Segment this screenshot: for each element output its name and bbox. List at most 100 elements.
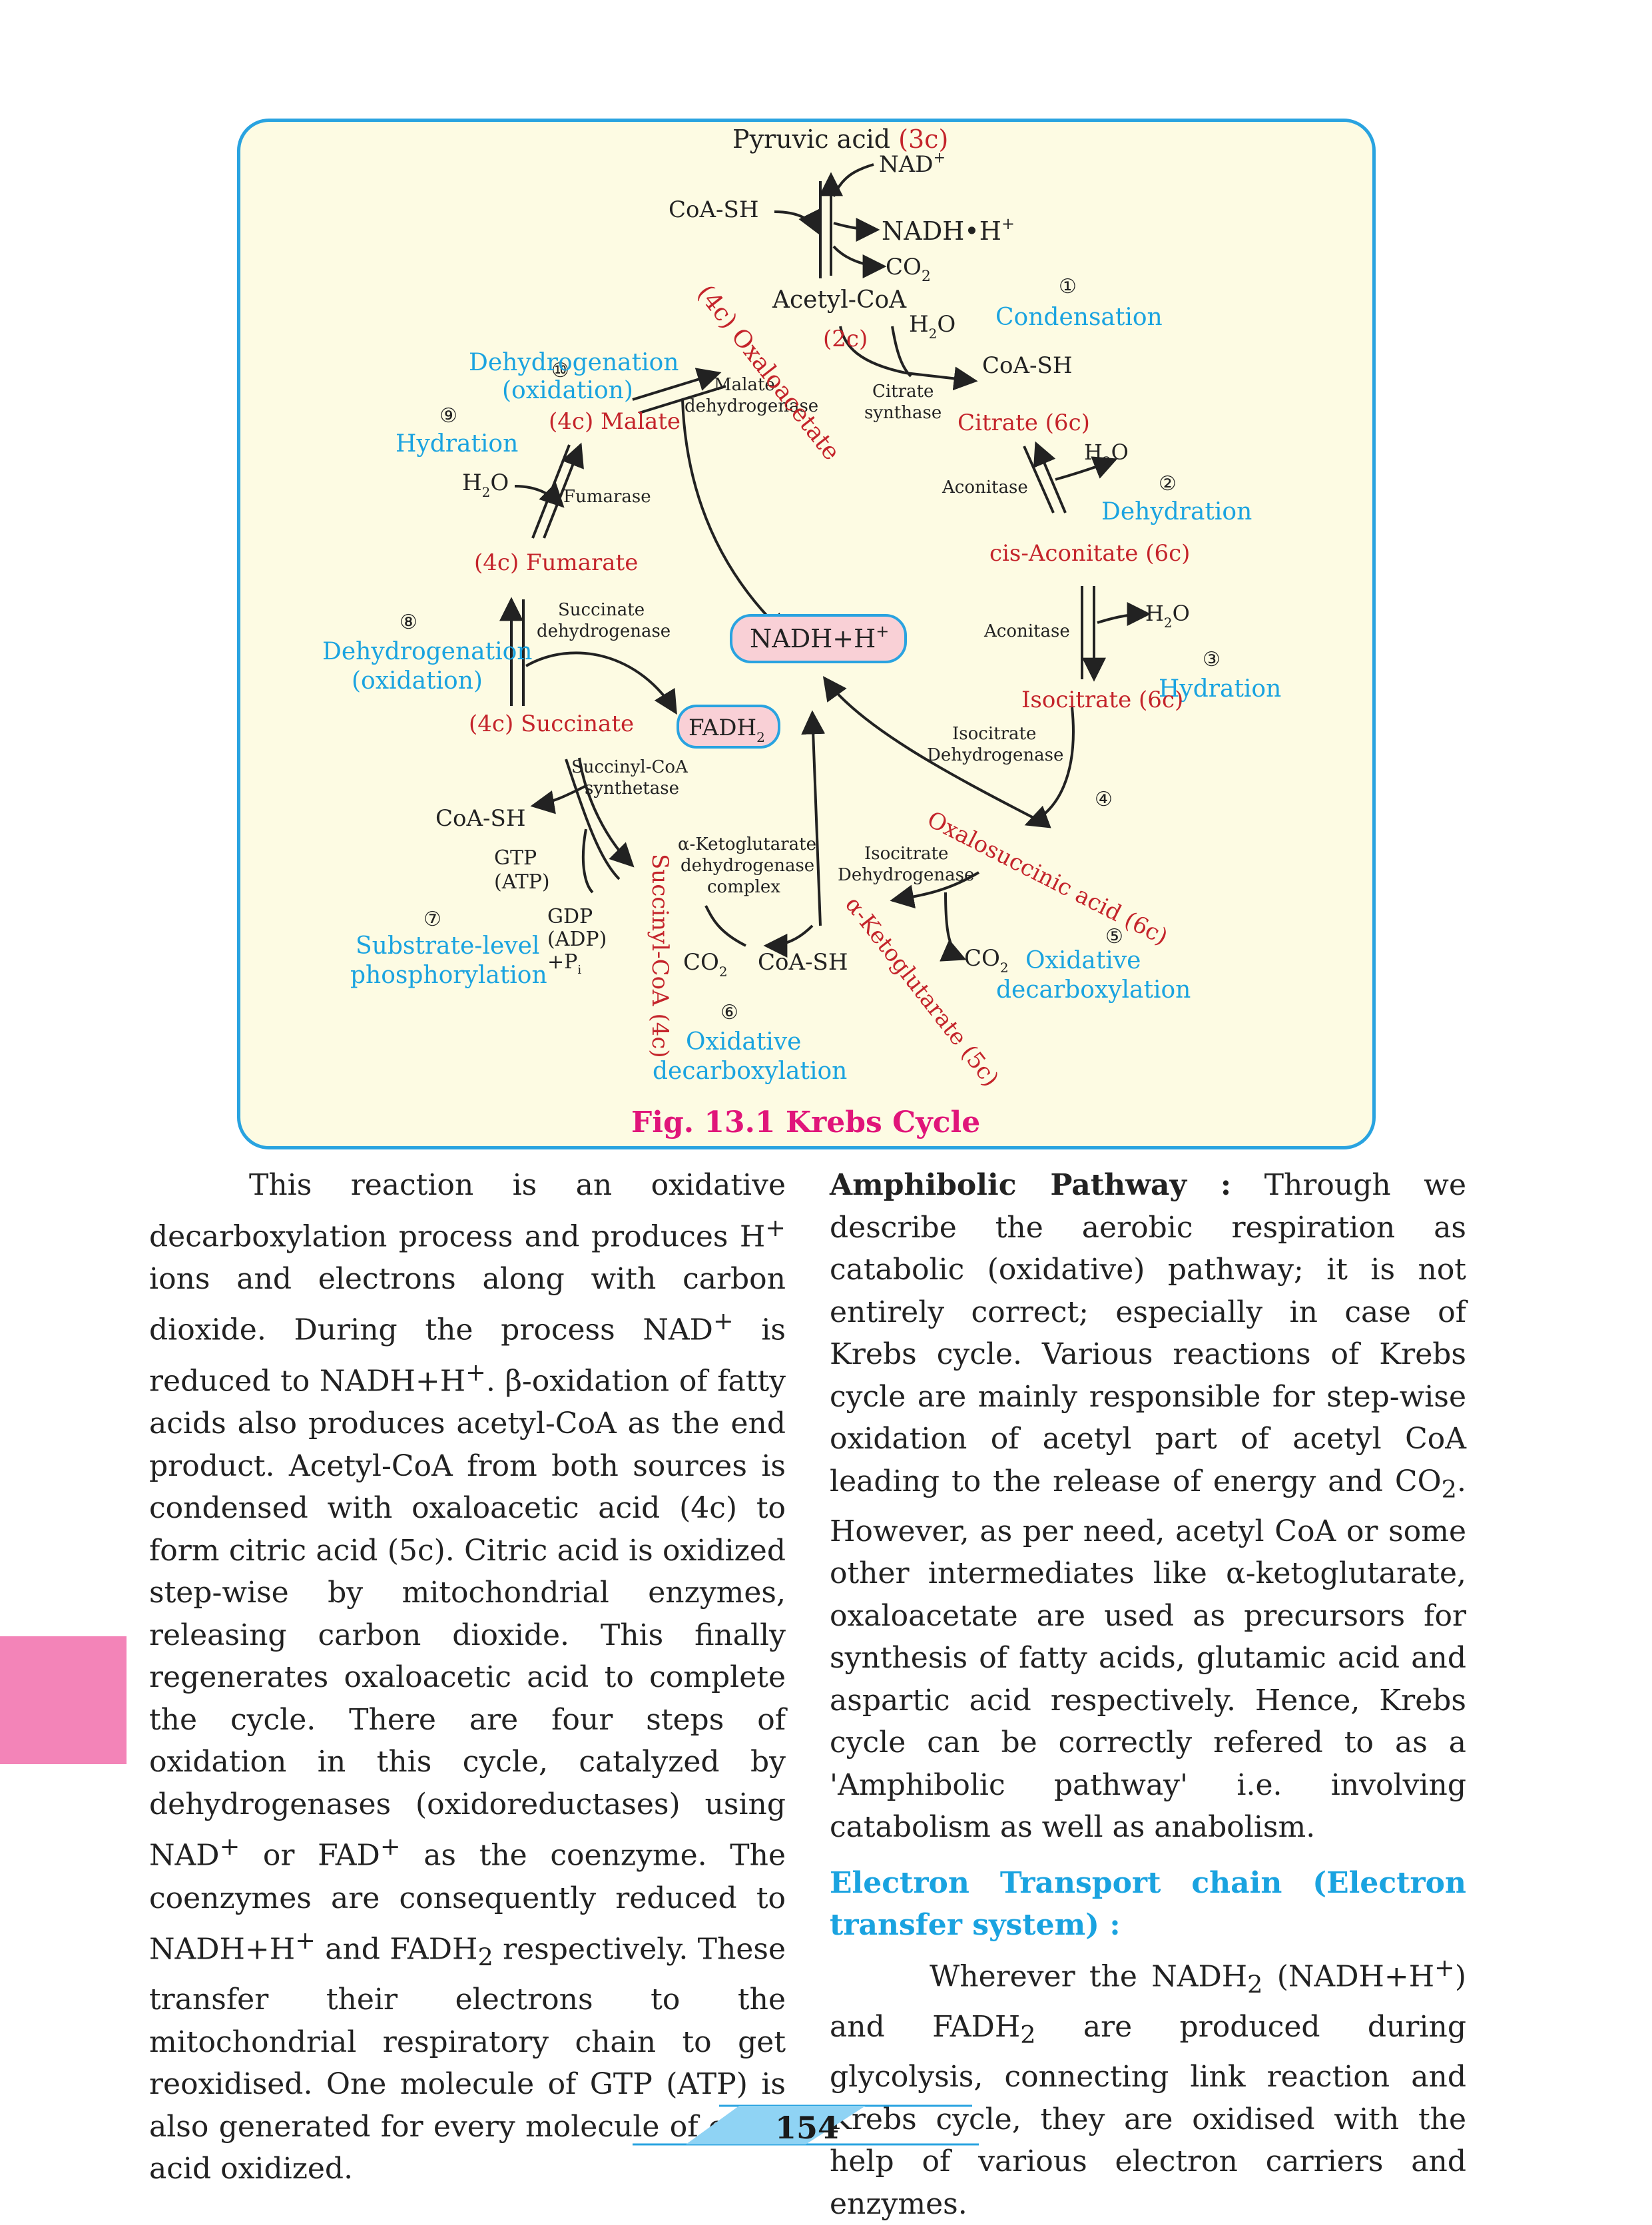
step10-enzyme-line2: dehydrogenase xyxy=(685,396,818,416)
step2-water-h: H xyxy=(1084,440,1103,465)
step8-enzyme-line1: Succinate xyxy=(558,600,645,620)
step1-coash-label: CoA-SH xyxy=(982,352,1072,379)
step6-number: ⑥ xyxy=(720,1001,738,1024)
step6-name-line1: Oxidative xyxy=(686,1028,801,1056)
etc-paragraph: Wherever the NADH2 (NADH+H+) and FADH2 a… xyxy=(830,1953,1466,2221)
malate-label: (4c) Malate xyxy=(549,408,681,435)
top-coash-label: CoA-SH xyxy=(669,196,758,223)
step5-number: ⑤ xyxy=(1105,925,1123,948)
svg-text:Pyruvic acid (3c): Pyruvic acid (3c) xyxy=(732,125,948,154)
step3-enzyme: Aconitase xyxy=(983,621,1070,641)
svg-text:H2O: H2O xyxy=(1145,601,1190,631)
svg-text:NADH+H+: NADH+H+ xyxy=(750,622,889,653)
step6-enzyme-line1: α-Ketoglutarate xyxy=(678,834,816,854)
nadh-box-label: NADH+H xyxy=(750,624,876,653)
isocitrate-label: Isocitrate (6c) xyxy=(1021,687,1183,713)
step5-enzyme-line2: Dehydrogenase xyxy=(838,865,974,885)
krebs-cycle-diagram: Pyruvic acid (3c) NAD+ CoA-SH NADH•H+ CO… xyxy=(322,125,1281,1139)
gdp-line2: (ADP) xyxy=(547,928,607,951)
page-number-ribbon xyxy=(633,2104,979,2146)
step5-co2: CO xyxy=(964,945,1000,972)
svg-text:NAD+: NAD+ xyxy=(879,150,946,178)
fadh-box xyxy=(677,705,780,749)
citrate-label: Citrate (6c) xyxy=(958,410,1090,436)
acetyl-carbons: (2c) xyxy=(823,326,868,352)
nad-sup: + xyxy=(934,150,946,166)
step8-name-line1: Dehydrogenation xyxy=(322,638,532,665)
step10-name-line1: Dehydrogenation xyxy=(469,349,679,376)
step9-water-h: H xyxy=(462,470,482,496)
fumarate-label: (4c) Fumarate xyxy=(474,549,638,576)
step9-name: Hydration xyxy=(396,430,518,458)
svg-text:H2O: H2O xyxy=(1084,440,1129,470)
right-column: Amphibolic Pathway : Through we describe… xyxy=(830,1164,1466,2225)
svg-text:+Pi: +Pi xyxy=(547,950,581,977)
citrate-synthase-line1: Citrate xyxy=(872,382,934,402)
citrate-synthase-line2: synthase xyxy=(864,403,942,423)
pyruvic-carbons: (3c) xyxy=(898,125,948,154)
step10-enzyme-line1: Malate xyxy=(714,375,775,395)
step4-number: ④ xyxy=(1095,788,1113,811)
step2-enzyme: Aconitase xyxy=(942,477,1028,497)
nadh-box xyxy=(730,614,907,663)
svg-text:CO2: CO2 xyxy=(683,949,728,980)
step5-name-line1: Oxidative xyxy=(1025,947,1141,974)
step9-number: ⑨ xyxy=(439,404,457,428)
step7-enzyme-line1: Succinyl-CoA xyxy=(571,757,688,777)
step6-enzyme-line2: dehydrogenase xyxy=(681,856,814,876)
step1-number: ① xyxy=(1059,275,1077,298)
gdp-line1: GDP xyxy=(547,905,593,928)
co2-top-sub: 2 xyxy=(922,268,931,285)
pyruvic-label: Pyruvic acid xyxy=(732,125,890,154)
step6-co2: CO xyxy=(683,949,719,976)
step7-enzyme-line2: synthetase xyxy=(585,779,679,798)
cis-aconitate-label: cis-Aconitate (6c) xyxy=(989,540,1190,567)
step8-name-line2: (oxidation) xyxy=(352,667,483,695)
figure-caption: Fig. 13.1 Krebs Cycle xyxy=(631,1106,980,1139)
step7-number: ⑦ xyxy=(423,908,441,931)
step6-coash-label: CoA-SH xyxy=(758,949,848,976)
svg-text:NADH•H+: NADH•H+ xyxy=(882,214,1015,246)
step2-name: Dehydration xyxy=(1101,498,1252,525)
step3-water-h: H xyxy=(1145,601,1164,626)
step4-enzyme-line2: Dehydrogenase xyxy=(927,745,1063,765)
step10-number: ⑩ xyxy=(551,359,569,382)
step5-enzyme-line1: Isocitrate xyxy=(864,844,948,864)
nadh-top-label: NADH•H xyxy=(882,216,1001,246)
nadh-top-sup: + xyxy=(1001,214,1015,233)
co2-top-label: CO xyxy=(886,254,922,280)
svg-text:FADH2: FADH2 xyxy=(688,715,765,745)
step3-number: ③ xyxy=(1203,648,1221,671)
step2-number: ② xyxy=(1159,472,1177,495)
nad-label: NAD xyxy=(879,151,934,178)
diagram-arrows xyxy=(499,163,1151,962)
svg-text:CO2: CO2 xyxy=(964,945,1009,976)
step4-enzyme-line1: Isocitrate xyxy=(952,724,1036,744)
step1-water-h: H xyxy=(909,311,929,338)
step6-name-line2: decarboxylation xyxy=(653,1058,847,1085)
step8-enzyme-line2: dehydrogenase xyxy=(537,621,671,641)
svg-text:H2O: H2O xyxy=(462,470,509,500)
left-paragraph: This reaction is an oxidative decarboxyl… xyxy=(149,1168,786,2186)
step10-name-line2: (oxidation) xyxy=(502,377,633,404)
step6-enzyme-line3: complex xyxy=(707,877,780,897)
acetyl-coa-label: Acetyl-CoA xyxy=(772,286,907,314)
amphibolic-paragraph: Amphibolic Pathway : Through we describe… xyxy=(830,1168,1466,1845)
step7-name-line2: phosphorylation xyxy=(350,962,547,989)
etc-heading: Electron Transport chain (Electron trans… xyxy=(830,1865,1466,1943)
step3-name: Hydration xyxy=(1159,675,1281,703)
amphibolic-heading: Amphibolic Pathway : xyxy=(830,1168,1232,1202)
succinate-label: (4c) Succinate xyxy=(469,711,634,737)
alpha-ketoglutarate-label: α-Ketoglutarate (5c) xyxy=(840,892,1004,1092)
fumarase-label: Fumarase xyxy=(563,487,651,507)
side-tab-marker xyxy=(0,1636,127,1764)
gtp-line1: GTP xyxy=(494,846,537,870)
succinyl-coa-label: Succinyl-CoA (4c) xyxy=(647,854,673,1058)
step7-coash-label: CoA-SH xyxy=(435,805,525,832)
svg-text:CO2: CO2 xyxy=(886,254,931,285)
step7-name-line1: Substrate-level xyxy=(356,932,539,960)
gtp-line2: (ATP) xyxy=(494,870,550,894)
fadh-box-label: FADH xyxy=(688,715,756,741)
step5-name-line2: decarboxylation xyxy=(996,976,1191,1004)
step8-number: ⑧ xyxy=(400,611,417,634)
